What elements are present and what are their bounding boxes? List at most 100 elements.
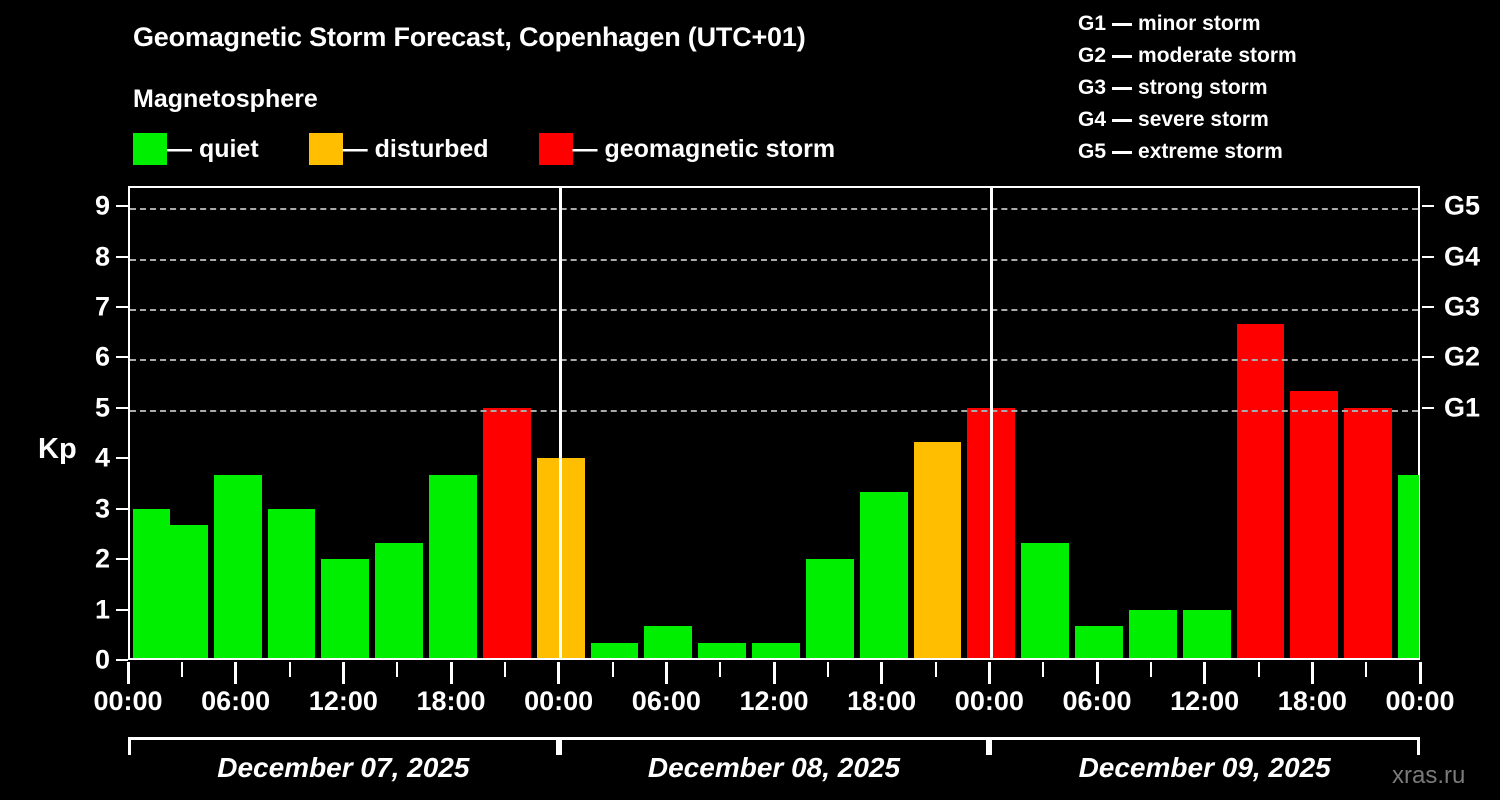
x-tick-minor-23 — [1365, 662, 1368, 677]
day-label-2: December 08, 2025 — [647, 752, 901, 783]
x-tick-minor-19 — [1149, 662, 1152, 677]
day-label-1: December 07, 2025 — [217, 752, 470, 783]
y-tick-label-1: 1 — [94, 594, 110, 625]
em-dash-icon — [1112, 150, 1133, 154]
x-tick-label-24: 00:00 — [1385, 686, 1455, 716]
right-tick-g5 — [1422, 205, 1434, 208]
y-tick-6 — [116, 356, 128, 359]
bar — [1075, 626, 1123, 658]
page-title: Geomagnetic Storm Forecast, Copenhagen (… — [133, 22, 806, 52]
gscale-legend: G1 minor storm G2 moderate storm G3 strong st… — [1078, 8, 1297, 168]
legend-label-storm: — geomagnetic storm — [572, 134, 836, 163]
bar-series — [130, 188, 1419, 658]
x-tick-minor-3 — [288, 662, 291, 677]
legend-label-disturbed: — disturbed — [342, 134, 489, 163]
day-bracket-3 — [989, 737, 1420, 755]
y-tick-label-2: 2 — [94, 543, 110, 574]
x-tick-major-22 — [1310, 662, 1314, 684]
bar — [752, 643, 800, 658]
right-tick-g3 — [1422, 306, 1434, 309]
x-tick-minor-13 — [826, 662, 829, 677]
right-tick-g1 — [1422, 406, 1434, 409]
y-tick-label-7: 7 — [94, 291, 110, 322]
watermark: xras.ru — [1392, 762, 1466, 789]
x-tick-minor-11 — [719, 662, 722, 677]
x-tick-minor-21 — [1257, 662, 1260, 677]
y-tick-label-9: 9 — [94, 190, 110, 221]
day-separator-2 — [989, 188, 993, 658]
y-tick-label-6: 6 — [94, 341, 110, 372]
y-tick-label-8: 8 — [94, 241, 110, 272]
right-tick-g4 — [1422, 255, 1434, 258]
gscale-code: G2 — [1078, 44, 1107, 67]
bar — [267, 508, 316, 658]
legend-item-disturbed: — disturbed — [308, 133, 489, 165]
right-tick-label-g4: G4 — [1444, 241, 1481, 272]
y-tick-1 — [116, 608, 128, 611]
y-tick-4 — [116, 457, 128, 460]
plot-area — [128, 186, 1420, 660]
bar — [1398, 474, 1419, 658]
x-tick-major-24 — [1418, 662, 1422, 684]
gscale-code: G1 — [1078, 12, 1107, 35]
gscale-desc: moderate storm — [1138, 44, 1297, 67]
x-tick-major-0 — [126, 662, 130, 684]
day-label-3: December 09, 2025 — [1078, 752, 1331, 783]
x-tick-label-4: 12:00 — [308, 686, 378, 716]
bar — [913, 441, 962, 658]
bar — [213, 474, 262, 658]
x-tick-label-0: 00:00 — [93, 686, 163, 716]
right-tick-label-g1: G1 — [1444, 392, 1481, 423]
gscale-row-g3: G3 strong storm — [1078, 72, 1297, 104]
legend-item-storm: — geomagnetic storm — [538, 133, 836, 165]
y-tick-8 — [116, 255, 128, 258]
x-tick-label-18: 06:00 — [1062, 686, 1132, 716]
legend-swatch-disturbed — [308, 133, 343, 165]
x-tick-major-10 — [664, 662, 668, 684]
gscale-desc: severe storm — [1138, 108, 1269, 131]
color-legend: — quiet — disturbed — geomagnetic storm — [133, 133, 835, 165]
right-tick-label-g2: G2 — [1444, 341, 1481, 372]
x-tick-major-8 — [557, 662, 561, 684]
x-tick-label-2: 06:00 — [201, 686, 271, 716]
x-tick-label-8: 00:00 — [524, 686, 594, 716]
legend-label-quiet: — quiet — [167, 134, 259, 163]
em-dash-icon — [1112, 54, 1133, 58]
x-tick-major-18 — [1095, 662, 1099, 684]
legend-swatch-storm — [538, 133, 573, 165]
gscale-code: G3 — [1078, 76, 1107, 99]
y-tick-label-3: 3 — [94, 493, 110, 524]
bar — [644, 626, 693, 658]
x-tick-major-2 — [234, 662, 238, 684]
y-axis-title: Kp — [38, 433, 77, 465]
bar — [159, 525, 208, 658]
right-tick-label-g3: G3 — [1444, 291, 1481, 322]
gridline-kp-9 — [130, 208, 1418, 211]
bar — [1128, 609, 1177, 658]
x-tick-major-20 — [1203, 662, 1207, 684]
y-tick-0 — [116, 659, 128, 661]
x-tick-label-20: 12:00 — [1170, 686, 1240, 716]
bar — [859, 492, 908, 658]
bar — [1290, 391, 1339, 658]
bar — [375, 542, 424, 658]
y-tick-label-0: 0 — [94, 644, 110, 675]
gscale-desc: extreme storm — [1138, 140, 1283, 163]
x-tick-minor-15 — [934, 662, 937, 677]
right-tick-g2 — [1422, 356, 1434, 359]
bar — [1236, 323, 1285, 658]
gscale-desc: minor storm — [1138, 12, 1261, 35]
gridline-kp-5 — [130, 409, 1418, 412]
bar — [482, 407, 531, 658]
em-dash-icon — [1112, 22, 1133, 26]
legend-swatch-quiet — [133, 133, 167, 165]
gscale-desc: strong storm — [1138, 76, 1268, 99]
x-tick-label-16: 00:00 — [954, 686, 1024, 716]
y-tick-7 — [116, 306, 128, 309]
x-tick-major-6 — [449, 662, 453, 684]
bar — [1344, 407, 1393, 658]
x-tick-label-6: 18:00 — [416, 686, 486, 716]
gscale-row-g4: G4 severe storm — [1078, 104, 1297, 136]
gscale-row-g5: G5 extreme storm — [1078, 136, 1297, 168]
gscale-code: G5 — [1078, 140, 1107, 163]
